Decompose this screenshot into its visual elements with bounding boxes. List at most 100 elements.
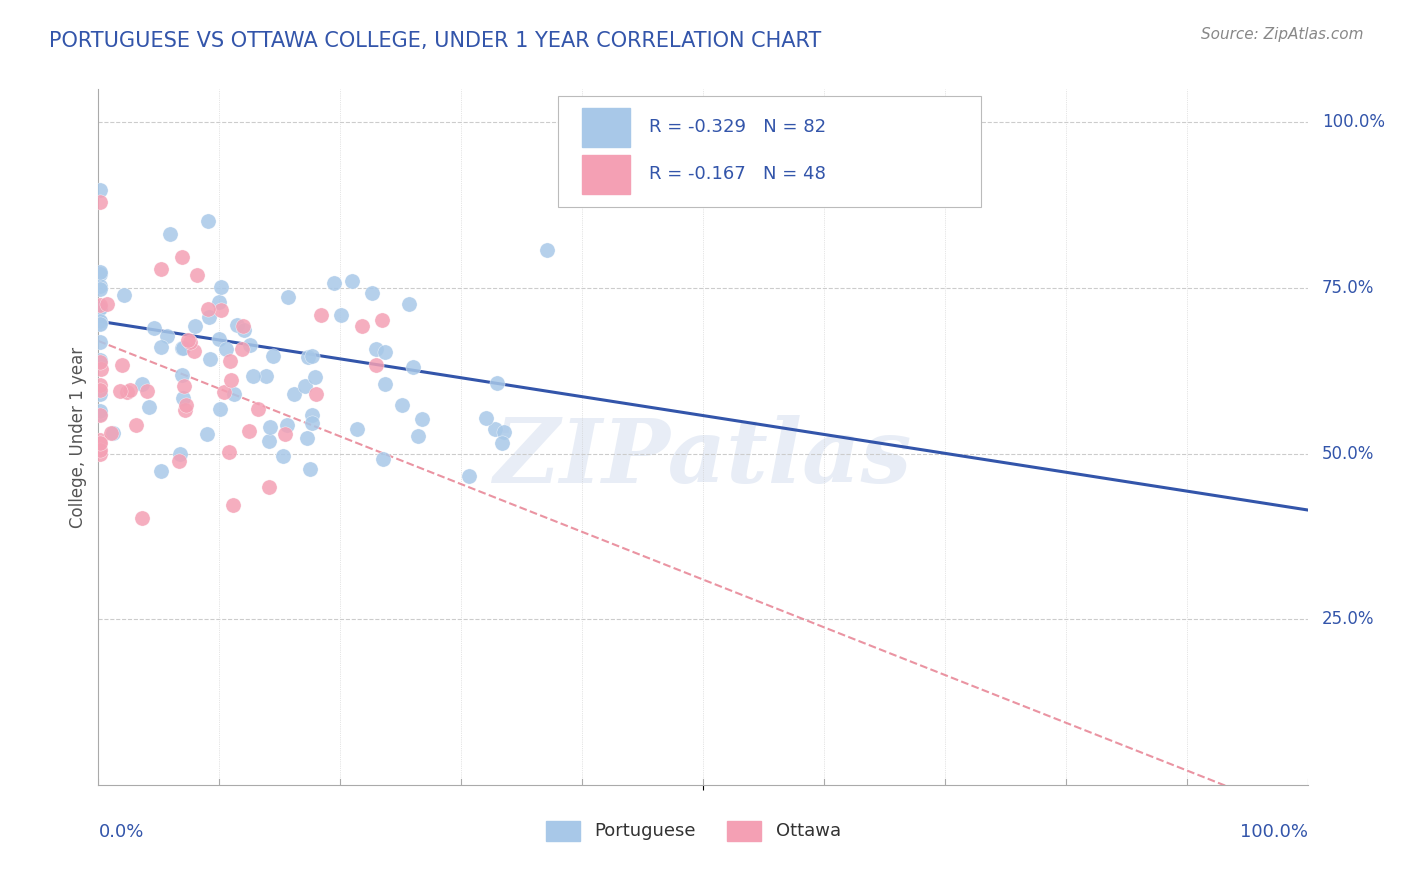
- Point: [89, 268, 111, 282]
- Point: [271, 449, 294, 463]
- Bar: [582, 155, 630, 194]
- Point: [89, 448, 111, 462]
- Point: [232, 319, 254, 334]
- Point: [226, 318, 249, 332]
- Point: [219, 373, 242, 387]
- Point: [172, 391, 194, 405]
- Point: [186, 268, 208, 282]
- Point: [211, 303, 233, 318]
- Point: [406, 428, 429, 442]
- Point: [89, 264, 111, 278]
- Point: [197, 301, 219, 316]
- Point: [215, 342, 238, 356]
- Point: [398, 296, 420, 310]
- Point: [89, 317, 111, 331]
- Point: [208, 294, 231, 309]
- Point: [352, 319, 374, 334]
- Text: Ottawa: Ottawa: [776, 822, 841, 840]
- Text: ZIPatlas: ZIPatlas: [495, 415, 911, 501]
- Point: [131, 511, 153, 525]
- Point: [374, 345, 396, 359]
- Point: [131, 376, 153, 391]
- Point: [179, 335, 201, 350]
- Point: [173, 403, 195, 417]
- Text: 0.0%: 0.0%: [98, 823, 143, 841]
- Point: [108, 384, 131, 398]
- Point: [364, 358, 387, 372]
- Point: [89, 282, 111, 296]
- Point: [491, 436, 513, 450]
- Bar: [546, 822, 579, 840]
- Point: [254, 368, 277, 383]
- Point: [89, 352, 111, 367]
- Text: 50.0%: 50.0%: [1322, 444, 1375, 463]
- Point: [218, 445, 240, 459]
- Point: [89, 433, 111, 447]
- Point: [150, 340, 173, 354]
- Point: [214, 385, 236, 400]
- Point: [209, 280, 232, 294]
- Text: Source: ZipAtlas.com: Source: ZipAtlas.com: [1201, 27, 1364, 42]
- Point: [167, 453, 190, 467]
- Point: [89, 278, 111, 293]
- Point: [89, 315, 111, 329]
- Point: [242, 368, 264, 383]
- Text: R = -0.167   N = 48: R = -0.167 N = 48: [648, 165, 825, 184]
- Point: [391, 398, 413, 412]
- Point: [233, 323, 256, 337]
- Point: [373, 452, 395, 467]
- Point: [492, 425, 515, 439]
- Point: [197, 213, 219, 227]
- Point: [112, 288, 135, 302]
- Point: [89, 316, 111, 330]
- Point: [294, 378, 316, 392]
- Point: [329, 309, 352, 323]
- Point: [149, 261, 172, 276]
- Point: [172, 341, 194, 355]
- Point: [366, 342, 388, 356]
- Point: [283, 387, 305, 401]
- Point: [259, 434, 281, 448]
- Point: [208, 332, 231, 346]
- Point: [156, 328, 179, 343]
- Text: R = -0.329   N = 82: R = -0.329 N = 82: [648, 119, 825, 136]
- Point: [536, 244, 558, 258]
- Point: [360, 285, 382, 300]
- Point: [475, 410, 498, 425]
- Point: [259, 420, 281, 434]
- Point: [89, 334, 111, 349]
- Y-axis label: College, Under 1 year: College, Under 1 year: [69, 346, 87, 528]
- Point: [371, 313, 394, 327]
- Point: [115, 384, 138, 399]
- Point: [305, 386, 328, 401]
- Point: [231, 342, 253, 356]
- Point: [195, 427, 218, 442]
- Text: 75.0%: 75.0%: [1322, 279, 1375, 297]
- Point: [89, 408, 111, 422]
- Point: [138, 400, 160, 414]
- Point: [111, 359, 134, 373]
- Point: [89, 403, 111, 417]
- Point: [262, 349, 284, 363]
- Point: [89, 383, 111, 397]
- Point: [221, 498, 243, 512]
- Point: [150, 464, 173, 478]
- Text: Portuguese: Portuguese: [595, 822, 696, 840]
- Point: [118, 383, 141, 397]
- Point: [90, 362, 112, 376]
- Point: [143, 321, 166, 335]
- Point: [197, 310, 219, 324]
- Point: [172, 368, 194, 382]
- Point: [198, 352, 221, 367]
- Text: 25.0%: 25.0%: [1322, 610, 1375, 628]
- Point: [239, 338, 262, 352]
- Point: [322, 276, 344, 290]
- Point: [184, 319, 207, 334]
- Point: [89, 377, 111, 392]
- Point: [100, 426, 122, 441]
- Point: [457, 469, 479, 483]
- Point: [484, 422, 506, 436]
- Point: [89, 183, 111, 197]
- Point: [89, 354, 111, 368]
- Point: [247, 401, 270, 416]
